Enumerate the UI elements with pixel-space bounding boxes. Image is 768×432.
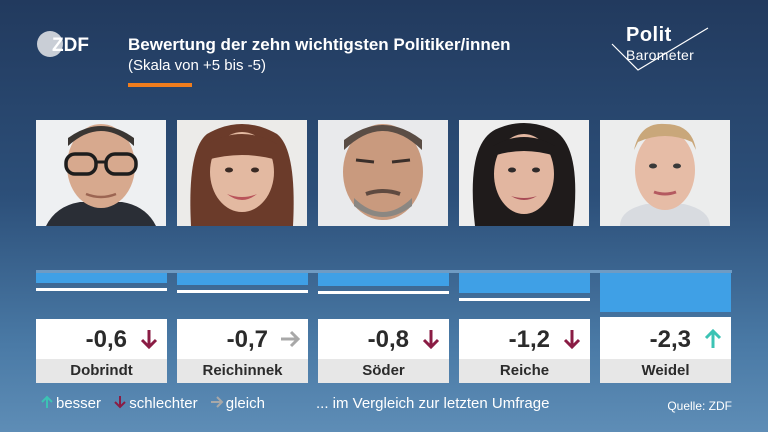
zero-baseline: [36, 270, 732, 273]
portrait-soeder: [318, 120, 448, 226]
zdf-logo: ZDF: [37, 31, 89, 57]
value-box-reiche: -1,2: [459, 319, 590, 359]
zdf-logo-text: ZDF: [52, 35, 89, 56]
portrait-reichinnek: [177, 120, 307, 226]
arrow-up-icon: [41, 395, 53, 408]
category-label-weidel: Weidel: [600, 359, 731, 383]
politbarometer-logo-line2: Barometer: [626, 47, 695, 63]
value-box-weidel: -2,3: [600, 319, 731, 359]
bar-end-line-reichinnek: [177, 289, 308, 293]
legend: besser schlechter gleich: [40, 395, 273, 413]
value-box-söder: -0,8: [318, 319, 449, 359]
portrait-weidel: [600, 120, 730, 226]
portrait-dobrindt: [36, 120, 166, 226]
title-accent-line: [128, 83, 192, 87]
value-box-dobrindt: -0,6: [36, 319, 167, 359]
source-label: Quelle: ZDF: [667, 399, 732, 413]
bar-dobrindt: [36, 273, 167, 284]
value-box-reichinnek: -0,7: [177, 319, 308, 359]
politbarometer-check-mark: [611, 27, 709, 71]
bar-end-line-weidel: [600, 316, 731, 320]
legend-item-worse: schlechter: [113, 395, 198, 412]
legend-item-better: besser: [40, 395, 101, 412]
chart-title: Bewertung der zehn wichtigsten Politiker…: [128, 35, 511, 54]
bar-weidel: [600, 273, 731, 312]
category-label-reiche: Reiche: [459, 359, 590, 383]
legend-label-worse: schlechter: [129, 395, 198, 412]
data-label-reichinnek: -0,7: [226, 326, 268, 353]
bar-söder: [318, 273, 449, 287]
bar-end-line-dobrindt: [36, 288, 167, 292]
legend-label-same: gleich: [225, 395, 265, 412]
arrow-down-icon: [140, 330, 158, 350]
chart-subtitle: (Skala von +5 bis -5): [128, 57, 266, 74]
arrow-up-icon: [704, 328, 722, 348]
bar-reichinnek: [177, 273, 308, 285]
bar-reiche: [459, 273, 590, 294]
comparison-note: ... im Vergleich zur letzten Umfrage: [316, 395, 550, 412]
arrow-down-icon: [114, 396, 126, 409]
category-label-reichinnek: Reichinnek: [177, 359, 308, 383]
category-label-dobrindt: Dobrindt: [36, 359, 167, 383]
bar-end-line-reiche: [459, 298, 590, 302]
arrow-right-icon: [281, 330, 301, 348]
politbarometer-logo: Polit Barometer: [608, 24, 718, 74]
arrow-right-icon: [210, 396, 224, 408]
portrait-reiche: [459, 120, 589, 226]
bar-end-line-söder: [318, 291, 449, 295]
legend-label-better: besser: [56, 395, 102, 412]
data-label-reiche: -1,2: [508, 326, 550, 353]
data-label-weidel: -2,3: [649, 326, 691, 353]
arrow-down-icon: [563, 330, 581, 350]
category-label-söder: Söder: [318, 359, 449, 383]
politbarometer-logo-line1: Polit: [626, 24, 672, 46]
data-label-dobrindt: -0,6: [85, 326, 127, 353]
data-label-söder: -0,8: [367, 326, 409, 353]
arrow-down-icon: [422, 330, 440, 350]
legend-item-same: gleich: [210, 395, 265, 412]
